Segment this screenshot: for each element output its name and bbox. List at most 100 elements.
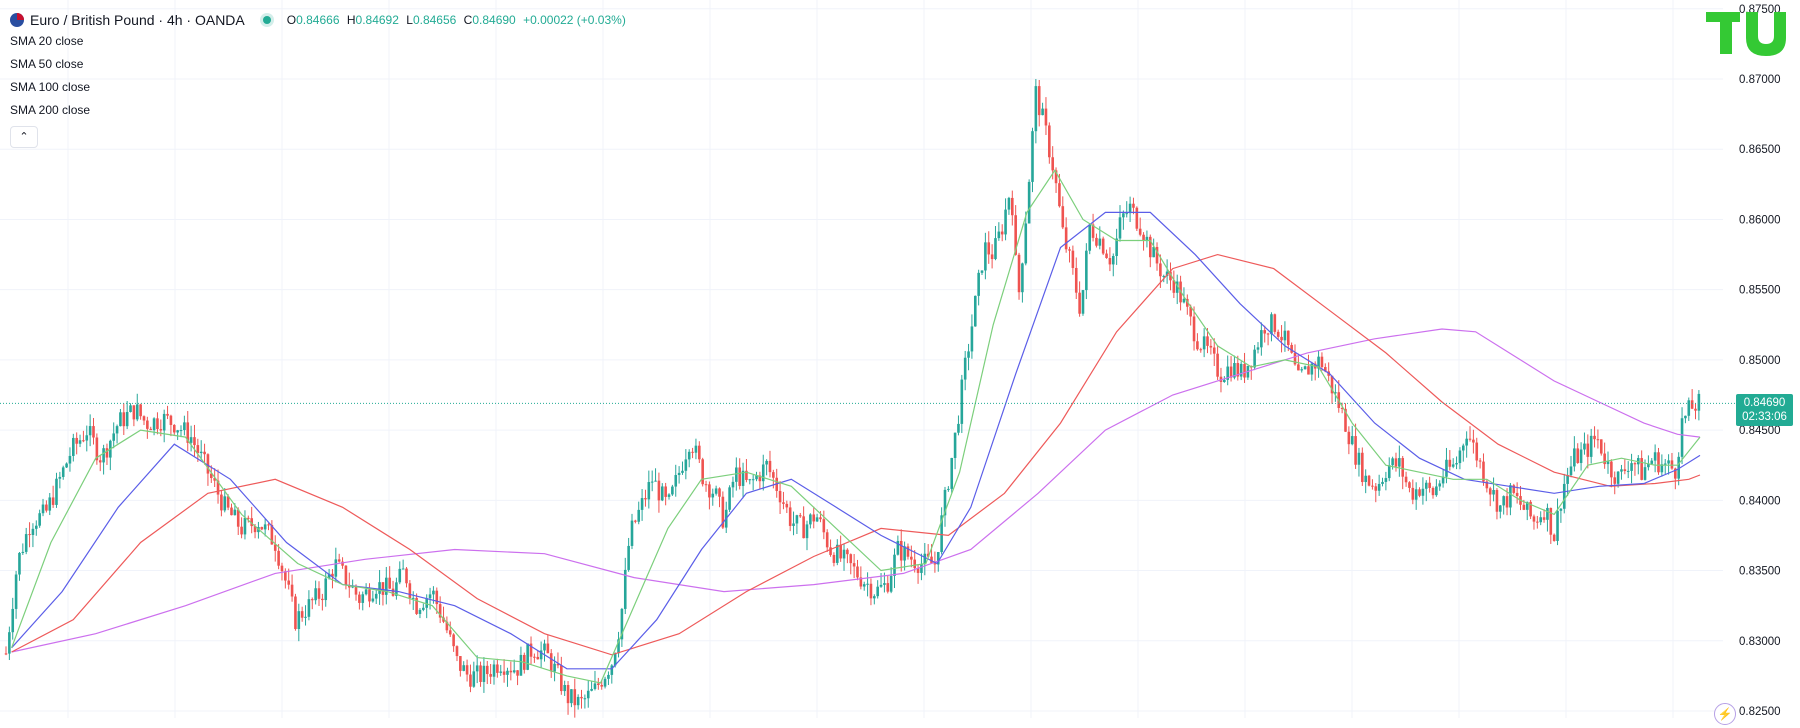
candle-body bbox=[142, 416, 146, 421]
collapse-indicators-button[interactable]: ⌃ bbox=[10, 126, 38, 148]
candle-body bbox=[442, 617, 445, 622]
candle-body bbox=[41, 504, 45, 514]
candle-body bbox=[660, 486, 664, 501]
candle-body bbox=[1266, 333, 1270, 335]
candle-body bbox=[398, 568, 402, 583]
candle-body bbox=[933, 563, 937, 565]
indicator-sma100[interactable]: SMA 100 close bbox=[10, 80, 91, 94]
y-axis-tick-label: 0.85000 bbox=[1739, 355, 1781, 367]
candle-body bbox=[1101, 238, 1105, 254]
candle-body bbox=[950, 457, 954, 489]
candle-body bbox=[1260, 330, 1263, 348]
candle-body bbox=[1616, 471, 1620, 484]
candle-body bbox=[748, 479, 752, 481]
candle-body bbox=[1064, 227, 1068, 250]
candle-body bbox=[1132, 203, 1135, 208]
candle-body bbox=[1408, 482, 1411, 488]
candle-body bbox=[667, 494, 671, 497]
candle-body bbox=[603, 678, 607, 687]
candle-body bbox=[967, 351, 970, 358]
candle-body bbox=[317, 588, 321, 599]
candle-body bbox=[1091, 224, 1095, 238]
candle-body bbox=[822, 519, 826, 533]
flash-icon[interactable]: ⚡ bbox=[1714, 703, 1736, 725]
symbol-row[interactable]: Euro / British Pound · 4h · OANDA O0.846… bbox=[10, 10, 626, 30]
candle-body bbox=[1529, 501, 1532, 517]
indicator-sma50[interactable]: SMA 50 close bbox=[10, 57, 84, 71]
candle-body bbox=[1687, 400, 1691, 416]
candle-body bbox=[1670, 460, 1674, 469]
candle-body bbox=[512, 670, 516, 673]
y-axis-tick-label: 0.84000 bbox=[1739, 495, 1781, 507]
candle-body bbox=[1522, 504, 1526, 510]
candle-body bbox=[1273, 314, 1277, 332]
candle-body bbox=[364, 589, 368, 595]
candle-body bbox=[247, 517, 250, 519]
candle-body bbox=[216, 480, 220, 495]
candle-body bbox=[284, 571, 287, 581]
candle-body bbox=[580, 696, 583, 699]
candle-body bbox=[220, 494, 223, 511]
candle-body bbox=[1212, 347, 1216, 354]
candle-body bbox=[112, 433, 115, 441]
candle-body bbox=[906, 546, 910, 557]
candle-body bbox=[772, 472, 775, 478]
candle-body bbox=[462, 665, 466, 671]
indicator-sma200[interactable]: SMA 200 close bbox=[10, 103, 91, 117]
candle-body bbox=[640, 498, 644, 510]
candle-body bbox=[1115, 238, 1118, 257]
candle-body bbox=[189, 437, 193, 443]
candle-body bbox=[903, 546, 906, 561]
candle-body bbox=[1011, 197, 1014, 216]
candle-body bbox=[994, 238, 997, 260]
candle-body bbox=[4, 653, 8, 655]
candle-body bbox=[849, 554, 853, 564]
candle-body bbox=[1300, 369, 1304, 371]
candle-body bbox=[337, 559, 341, 562]
change-value: +0.00022 (+0.03%) bbox=[523, 13, 626, 27]
candle-body bbox=[1135, 207, 1139, 229]
candle-body bbox=[590, 688, 593, 691]
candle-body bbox=[1455, 463, 1458, 465]
candle-body bbox=[1172, 280, 1176, 293]
bar-countdown: 02:33:06 bbox=[1742, 411, 1787, 424]
candle-body bbox=[1004, 209, 1007, 235]
candle-body bbox=[1108, 258, 1112, 265]
symbol-title[interactable]: Euro / British Pound · 4h · OANDA bbox=[30, 12, 245, 28]
candle-body bbox=[718, 488, 721, 497]
candle-body bbox=[253, 526, 257, 533]
candle-body bbox=[125, 411, 129, 427]
candle-body bbox=[1226, 366, 1229, 380]
candle-body bbox=[452, 634, 455, 647]
candle-body bbox=[361, 594, 365, 603]
candle-body bbox=[1048, 125, 1051, 158]
candle-body bbox=[354, 586, 358, 595]
candle-body bbox=[1374, 486, 1378, 491]
candle-body bbox=[1650, 460, 1654, 464]
candle-body bbox=[1647, 463, 1650, 468]
candle-body bbox=[183, 422, 186, 431]
candle-body bbox=[193, 437, 196, 446]
candle-body bbox=[553, 663, 556, 672]
candle-body bbox=[889, 575, 893, 592]
close-label: C bbox=[463, 13, 473, 27]
candle-body bbox=[681, 470, 684, 473]
candle-body bbox=[1125, 213, 1129, 215]
candle-body bbox=[472, 671, 476, 687]
candle-body bbox=[1128, 203, 1132, 214]
candle-body bbox=[859, 577, 863, 587]
candle-body bbox=[782, 502, 785, 504]
candle-body bbox=[684, 459, 688, 471]
candle-body bbox=[1424, 482, 1428, 489]
candle-body bbox=[930, 556, 933, 564]
candle-body bbox=[58, 476, 62, 479]
indicator-sma20[interactable]: SMA 20 close bbox=[10, 34, 84, 48]
candle-body bbox=[321, 598, 324, 601]
candle-body bbox=[1021, 263, 1024, 293]
y-axis-tick-label: 0.84500 bbox=[1739, 425, 1781, 437]
candle-body bbox=[1674, 468, 1677, 479]
candle-body bbox=[1391, 458, 1394, 466]
candle-body bbox=[1684, 415, 1687, 419]
